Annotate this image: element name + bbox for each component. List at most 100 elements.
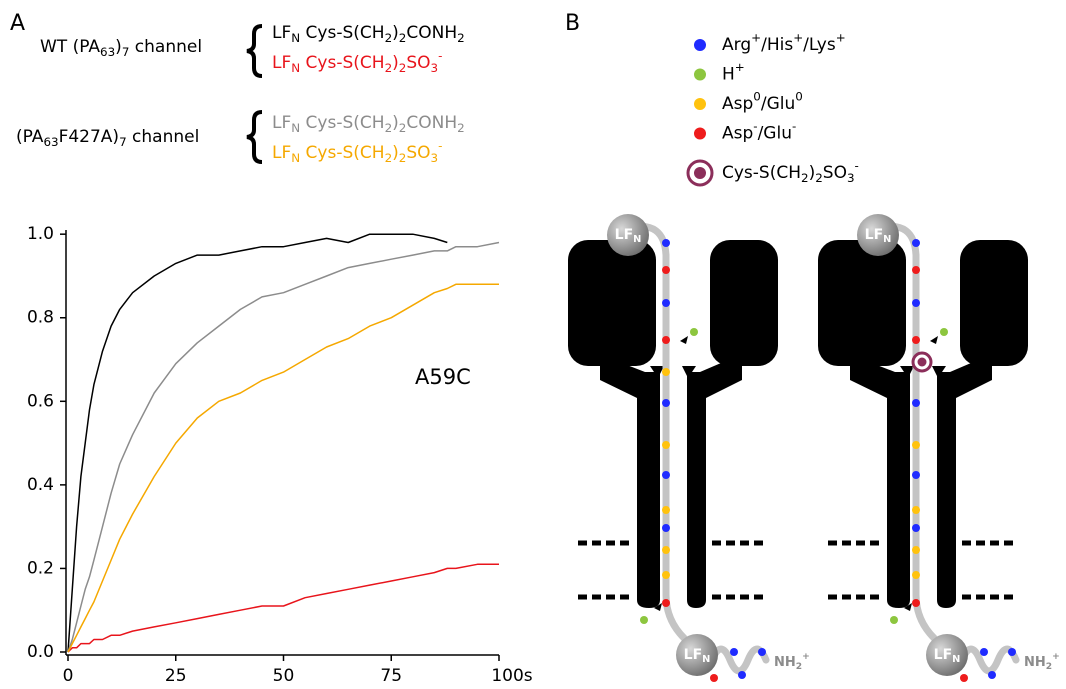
arrowhead <box>930 336 938 344</box>
panel-label: B <box>565 11 580 36</box>
legend-label: Cys-S(CH2)2SO3- <box>722 158 859 185</box>
residue <box>912 239 920 247</box>
series-line <box>67 283 499 653</box>
series-line <box>67 563 499 653</box>
stem <box>850 360 910 608</box>
stem <box>937 360 992 608</box>
legend-dot <box>694 68 706 81</box>
lf-ball <box>926 634 968 676</box>
residue <box>662 299 670 307</box>
legend-dot <box>694 127 706 140</box>
residue <box>662 524 670 532</box>
notch <box>682 366 696 378</box>
arrowhead <box>904 603 912 611</box>
residue <box>912 506 920 514</box>
residue <box>662 546 670 554</box>
legend-dot <box>694 167 706 179</box>
nh2-label: NH2+ <box>1024 652 1060 672</box>
residue <box>912 399 920 407</box>
residue <box>912 571 920 579</box>
lf-label: LFN <box>934 647 961 665</box>
lf-label: LFN <box>615 227 642 245</box>
cap-domain <box>710 240 778 366</box>
arrowhead <box>680 336 688 344</box>
residue <box>912 266 920 274</box>
series-line <box>67 233 448 653</box>
residue <box>710 674 718 682</box>
lf-ball <box>607 214 649 256</box>
y-tick-label: 0.0 <box>27 642 54 662</box>
residue <box>912 599 920 607</box>
arrowhead <box>654 603 662 611</box>
cys-dot <box>917 357 927 367</box>
lf-ball <box>857 214 899 256</box>
residue <box>1008 648 1016 656</box>
series-line <box>67 241 500 653</box>
channel: LFN LFN NH2+ <box>818 214 1060 682</box>
residue <box>662 441 670 449</box>
notch <box>932 366 946 378</box>
residue <box>738 671 746 679</box>
channel: LFN LFN NH2+ <box>568 214 810 682</box>
legend-entry: LFN Cys-S(CH2)2CONH2 <box>272 23 465 45</box>
residue <box>912 471 920 479</box>
lf-ball <box>676 634 718 676</box>
cap-domain <box>818 240 906 366</box>
notch <box>650 366 664 378</box>
legend-group-label: WT (PA63)7 channel <box>40 37 202 59</box>
brace <box>246 110 263 164</box>
residue <box>912 546 920 554</box>
residue <box>758 648 766 656</box>
residue <box>662 266 670 274</box>
legend-entry: LFN Cys-S(CH2)2SO3- <box>272 48 442 75</box>
residue <box>912 299 920 307</box>
residue <box>662 599 670 607</box>
legend-label: Arg+/His+/Lys+ <box>722 30 846 55</box>
notch <box>900 366 914 378</box>
residue <box>662 368 670 376</box>
residue <box>980 648 988 656</box>
residue <box>662 239 670 247</box>
proton <box>690 328 698 336</box>
x-tick-label: 50 <box>273 666 295 686</box>
proton <box>640 616 648 624</box>
x-tick-label: 0 <box>63 666 74 686</box>
polypeptide <box>876 223 1020 675</box>
legend-dot <box>694 98 706 110</box>
panel-label: A <box>10 11 25 36</box>
residue <box>662 506 670 514</box>
legend-dot <box>694 39 706 51</box>
x-tick-label: 75 <box>380 666 402 686</box>
residue <box>912 336 920 344</box>
residue <box>730 648 738 656</box>
legend-label: H+ <box>722 59 745 84</box>
legend-label: Asp0/Glu0 <box>722 89 803 114</box>
x-tick-label: 100s <box>491 666 532 686</box>
proton <box>890 616 898 624</box>
residue <box>662 336 670 344</box>
residue <box>912 524 920 532</box>
y-tick-label: 0.6 <box>27 391 54 411</box>
proton <box>940 328 948 336</box>
nh2-label: NH2+ <box>774 652 810 672</box>
y-tick-label: 0.4 <box>27 475 54 495</box>
y-tick-label: 0.2 <box>27 558 54 578</box>
chart-panel: 0.0 0.2 0.4 0.6 0.8 1.0 0 25 50 75 100s A59C WT (PA6… <box>16 23 533 686</box>
cap-domain <box>960 240 1028 366</box>
diagram-panel: Arg+/His+/Lys+ H+ Asp0/Glu0 Asp-/Glu- Cys-S(… <box>568 30 1060 682</box>
legend-label: Asp-/Glu- <box>722 118 796 143</box>
cap-domain <box>568 240 656 366</box>
residue <box>988 671 996 679</box>
lf-label: LFN <box>865 227 892 245</box>
annotation: A59C <box>415 365 471 389</box>
brace <box>246 24 263 78</box>
lf-label: LFN <box>684 647 711 665</box>
polypeptide <box>626 223 770 675</box>
y-tick-label: 1.0 <box>27 224 54 244</box>
residue <box>662 399 670 407</box>
residue <box>960 674 968 682</box>
x-tick-label: 25 <box>165 666 187 686</box>
residue <box>662 571 670 579</box>
stem <box>600 360 660 608</box>
